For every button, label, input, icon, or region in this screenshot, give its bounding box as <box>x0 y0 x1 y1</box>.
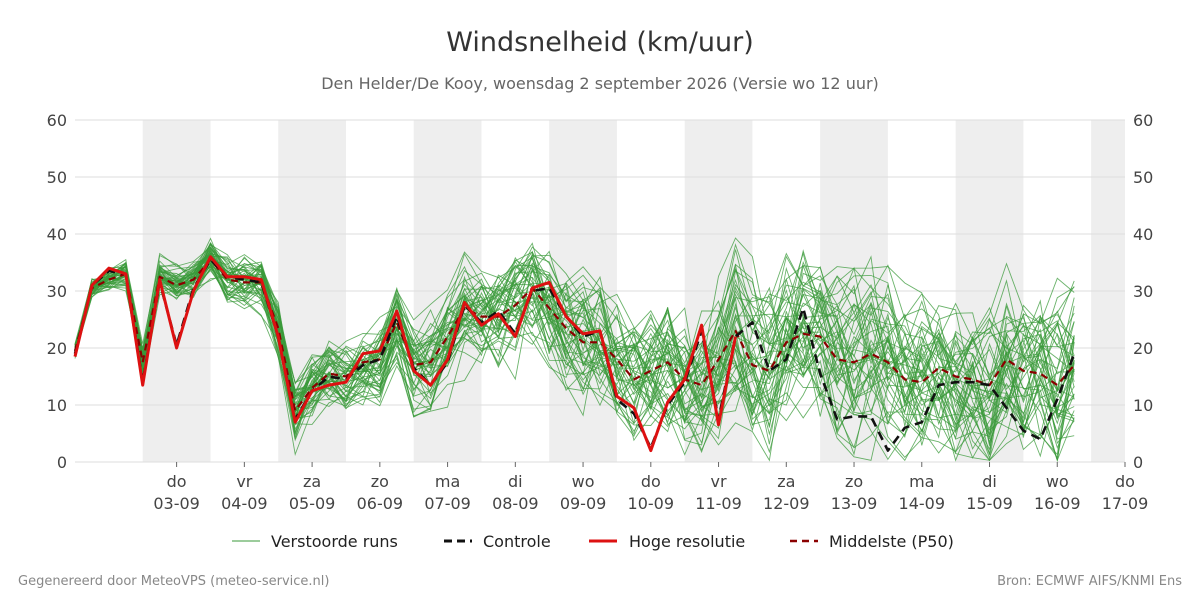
xtick-date-label: 07-09 <box>424 494 471 513</box>
ensemble-member-line <box>74 253 1075 442</box>
ytick-right-label: 30 <box>1133 282 1153 301</box>
ensemble-member-line <box>74 257 1075 426</box>
legend-label-controle: Controle <box>483 532 551 551</box>
y-axis-left: 0 10 20 30 40 50 60 <box>47 111 67 472</box>
xtick-date-label: 11-09 <box>695 494 742 513</box>
chart-subtitle: Den Helder/De Kooy, woensdag 2 september… <box>321 74 879 93</box>
ensemble-member-line <box>74 246 1075 462</box>
ytick-right-label: 0 <box>1133 453 1143 472</box>
y-axis-right: 0 10 20 30 40 50 60 <box>1133 111 1153 472</box>
ytick-left-label: 50 <box>47 168 67 187</box>
x-axis: do 03-09 vr 04-09 za 05-09 zo 06-09 ma 07-09 di 08-… <box>153 462 1148 513</box>
xtick-day-label: wo <box>1046 472 1069 491</box>
main-series <box>73 255 1076 453</box>
xtick-day-label: di <box>508 472 523 491</box>
ytick-right-label: 50 <box>1133 168 1153 187</box>
xtick-day-label: di <box>982 472 997 491</box>
xtick-date-label: 12-09 <box>763 494 810 513</box>
ytick-right-label: 20 <box>1133 339 1153 358</box>
xtick-date-label: 10-09 <box>628 494 675 513</box>
xtick-day-label: do <box>167 472 187 491</box>
xtick-day-label: ma <box>909 472 934 491</box>
legend-label-hoge-resolutie: Hoge resolutie <box>629 532 745 551</box>
ytick-right-label: 40 <box>1133 225 1153 244</box>
chart-title: Windsnelheid (km/uur) <box>446 27 754 58</box>
xtick-day-label: wo <box>572 472 595 491</box>
controle-line <box>73 258 1076 452</box>
legend-label-ensemble: Verstoorde runs <box>271 532 398 551</box>
xtick-date-label: 05-09 <box>289 494 336 513</box>
ensemble-member-line <box>74 255 1075 462</box>
xtick-date-label: 17-09 <box>1102 494 1149 513</box>
ensemble-member-line <box>74 263 1075 461</box>
grid-lines <box>75 119 1125 463</box>
xtick-date-label: 03-09 <box>153 494 200 513</box>
xtick-day-label: za <box>777 472 795 491</box>
legend-label-p50: Middelste (P50) <box>829 532 954 551</box>
xtick-date-label: 15-09 <box>966 494 1013 513</box>
ytick-right-label: 60 <box>1133 111 1153 130</box>
ytick-right-label: 10 <box>1133 396 1153 415</box>
xtick-day-label: ma <box>435 472 460 491</box>
xtick-day-label: zo <box>845 472 863 491</box>
ytick-left-label: 60 <box>47 111 67 130</box>
ensemble-member-line <box>74 243 1075 439</box>
ytick-left-label: 30 <box>47 282 67 301</box>
xtick-date-label: 09-09 <box>560 494 607 513</box>
legend: Verstoorde runs Controle Hoge resolutie … <box>232 532 954 551</box>
xtick-day-label: vr <box>236 472 252 491</box>
ensemble-member-line <box>74 237 1075 430</box>
ensemble-member-line <box>74 256 1075 461</box>
ytick-left-label: 10 <box>47 396 67 415</box>
xtick-date-label: 13-09 <box>831 494 878 513</box>
xtick-day-label: za <box>303 472 321 491</box>
ytick-left-label: 40 <box>47 225 67 244</box>
p50-line <box>73 258 1076 412</box>
footer-source: Bron: ECMWF AIFS/KNMI Ens <box>997 574 1182 589</box>
ensemble-member-line <box>74 255 1075 445</box>
hoge-resolutie-line <box>73 255 737 453</box>
ensemble-member-line <box>74 254 1075 436</box>
xtick-date-label: 06-09 <box>357 494 404 513</box>
xtick-day-label: zo <box>371 472 389 491</box>
xtick-day-label: vr <box>711 472 727 491</box>
ytick-left-label: 20 <box>47 339 67 358</box>
ensemble-members <box>74 237 1075 463</box>
footer-generated-by: Gegenereerd door MeteoVPS (meteo-service… <box>18 574 329 589</box>
ytick-left-label: 0 <box>57 453 67 472</box>
xtick-day-label: do <box>1115 472 1135 491</box>
xtick-date-label: 04-09 <box>221 494 268 513</box>
xtick-date-label: 14-09 <box>899 494 946 513</box>
xtick-day-label: do <box>641 472 661 491</box>
xtick-date-label: 08-09 <box>492 494 539 513</box>
xtick-date-label: 16-09 <box>1034 494 1081 513</box>
